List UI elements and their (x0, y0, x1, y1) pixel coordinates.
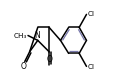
Text: CH₃: CH₃ (13, 33, 27, 38)
Text: O: O (21, 62, 27, 71)
Text: Cl: Cl (88, 11, 95, 17)
Text: N: N (34, 31, 40, 40)
Text: Cl: Cl (88, 64, 95, 70)
Text: O: O (46, 55, 52, 64)
